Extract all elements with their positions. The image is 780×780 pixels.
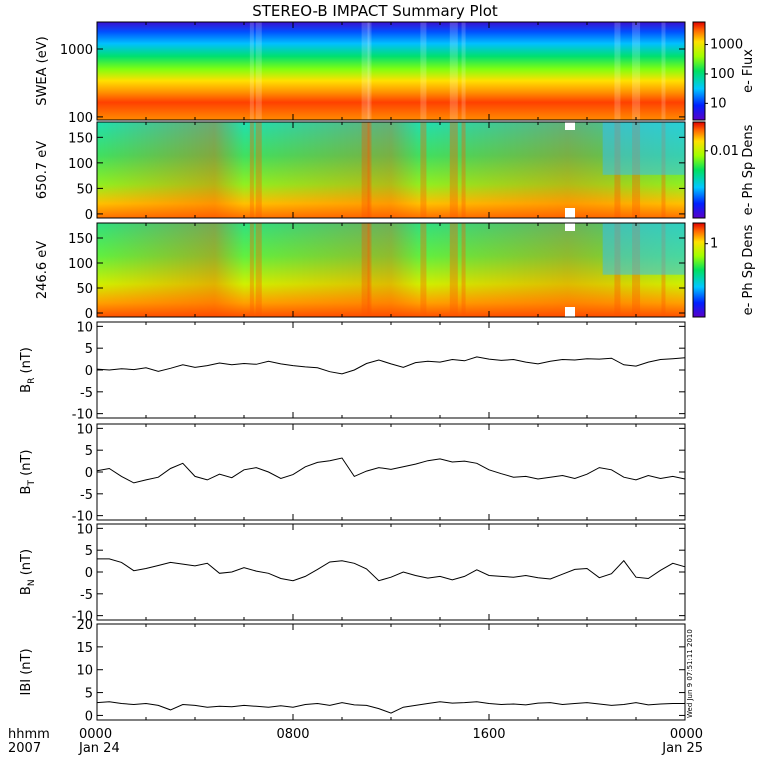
panel-frame-7 [96,623,686,721]
y-tick-label: 0 [85,208,93,223]
x-tick-label: 0000 [79,727,112,742]
colorbar-tick-label: 1000 [710,38,743,53]
y-tick-label: 100 [68,111,93,126]
x-label-year: 2007 [8,741,41,756]
y-tick-label: -10 [72,510,93,525]
y-tick-label: 100 [68,157,93,172]
spectrogram-streak [367,22,372,120]
x-label-hhmm: hhmm [8,727,50,742]
y-tick-label: -5 [80,386,93,401]
y-tick-label: 5 [85,444,93,459]
y-tick-label: 0 [85,307,93,322]
spectrogram-streak [661,22,666,120]
plot-title: STEREO-B IMPACT Summary Plot [252,2,498,20]
spectrogram-texture [97,223,685,317]
spectrogram-texture [97,122,685,218]
panel-frame-5 [96,423,686,521]
colorbar-label: e- Flux [741,49,756,93]
colorbar-tick-label: 100 [710,67,735,82]
panel-frame-4 [96,321,686,419]
y-axis-label-4: BR (nT) [19,347,37,393]
spectrogram-streak [255,22,262,120]
colorbar-2 [693,122,705,218]
y-tick-label: 10 [76,320,93,335]
y-tick-label: 150 [68,131,93,146]
spectrogram-streak [249,22,254,120]
data-gap [565,223,575,231]
y-tick-label: 0 [85,566,93,581]
colorbar-tick-label: 10 [710,96,727,111]
colorbar-label: e- Ph Sp Dens [741,224,756,315]
spectrogram-streak [461,22,466,120]
spectrogram-1 [97,22,685,120]
spectrogram-streak [361,22,370,120]
spectrogram-streak [614,22,621,120]
y-tick-label: -5 [80,588,93,603]
y-tick-label: 5 [85,544,93,559]
y-tick-label: 50 [76,182,93,197]
spectrogram-cool-region [602,223,685,275]
x-tick-date-label: Jan 25 [661,741,703,756]
y-tick-label: 5 [85,342,93,357]
y-tick-label: 150 [68,232,93,247]
colorbar-frame [692,121,706,219]
colorbar-tick-label: 0.01 [710,144,739,159]
x-tick-label: 0800 [276,727,309,742]
y-tick-label: 0 [85,709,93,724]
y-tick-label: -10 [72,610,93,625]
colorbar-3 [693,223,705,317]
timestamp: Wed Jun 9 07:51:11 2010 [686,629,694,718]
y-tick-label: 0 [85,364,93,379]
colorbar-1 [693,22,705,120]
trace-BN [97,558,686,582]
x-tick-label: 0000 [670,727,703,742]
y-axis-label-5: BT (nT) [19,450,37,495]
x-tick-date-label: Jan 24 [78,741,120,756]
y-tick-label: 5 [85,687,93,702]
y-tick-label: 0 [85,466,93,481]
y-axis-label-1: SWEA (eV) [35,36,50,105]
trace-B [96,701,685,714]
colorbar-tick-label: 1 [710,237,718,252]
y-tick-label: -5 [80,488,93,503]
spectrogram-streak [632,22,641,120]
trace-BT [96,457,686,484]
y-axis-label-7: IBI (nT) [19,648,34,695]
spectrogram-streak [420,22,427,120]
y-tick-label: 10 [76,422,93,437]
y-tick-label: 15 [76,641,93,656]
trace-BR [96,356,686,375]
panel-frame-6 [96,523,686,621]
y-axis-label-2: 650.7 eV [35,141,50,199]
y-tick-label: 1000 [60,43,93,58]
colorbar-frame [692,21,706,121]
data-gap [565,208,575,218]
y-tick-label: -10 [72,408,93,423]
y-tick-label: 10 [76,664,93,679]
y-tick-label: 100 [68,257,93,272]
spectrogram-cool-region [602,122,685,175]
data-gap [565,307,575,317]
x-tick-label: 1600 [472,727,505,742]
y-tick-label: 10 [76,522,93,537]
y-axis-label-6: BN (nT) [19,549,37,595]
spectrogram-streak [449,22,458,120]
colorbar-frame [692,222,706,318]
colorbar-label: e- Ph Sp Dens [741,124,756,215]
data-gap [565,122,575,130]
y-tick-label: 50 [76,282,93,297]
y-tick-label: 20 [76,618,93,633]
y-axis-label-3: 246.6 eV [35,241,50,299]
